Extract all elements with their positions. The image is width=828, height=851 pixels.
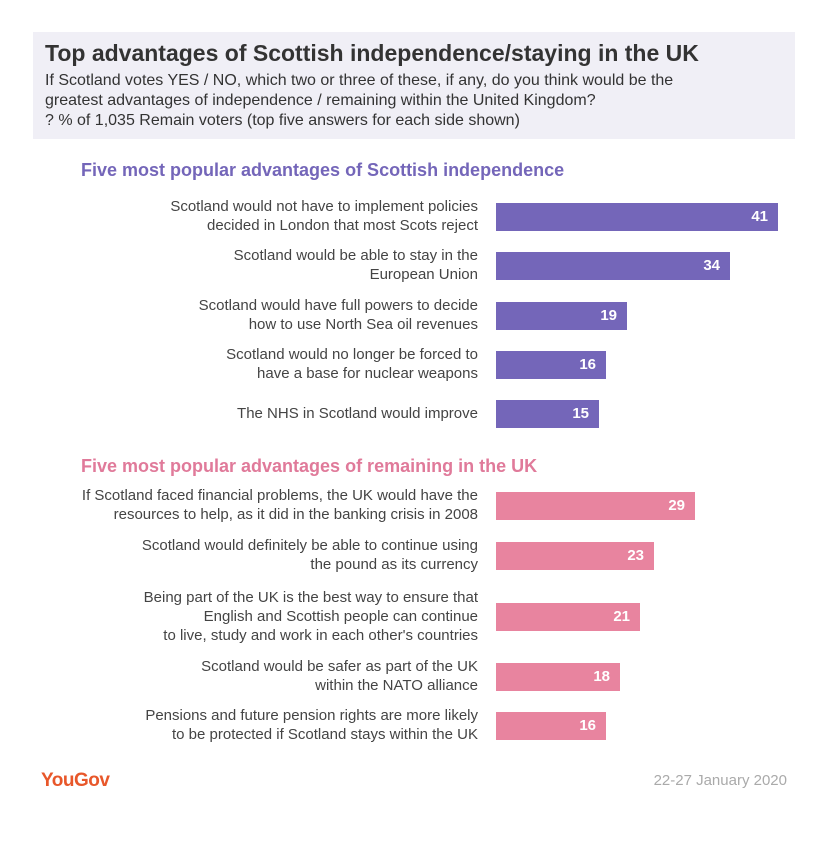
bar-label-line: Scotland would be safer as part of the U… [201, 658, 478, 675]
subtitle-line: If Scotland votes YES / NO, which two or… [45, 72, 674, 89]
bar-label-line: European Union [369, 266, 478, 283]
bar-label-line: within the NATO alliance [315, 677, 478, 694]
bar-label-line: decided in London that most Scots reject [207, 217, 478, 234]
bar: 19 [496, 302, 627, 330]
bar-label-line: Scotland would not have to implement pol… [170, 198, 478, 215]
yougov-logo: YouGov [41, 770, 110, 791]
subtitle-line: ? % of 1,035 Remain voters (top five ans… [45, 112, 520, 129]
bar-label-line: Scotland would be able to stay in the [233, 247, 478, 264]
bar-label: Scotland would have full powers to decid… [38, 296, 478, 334]
bar-label: The NHS in Scotland would improve [38, 404, 478, 423]
bar-label-line: resources to help, as it did in the bank… [113, 506, 478, 523]
bar-label: Pensions and future pension rights are m… [38, 706, 478, 744]
bar-label-line: If Scotland faced financial problems, th… [81, 487, 478, 504]
bar-value-label: 19 [600, 307, 617, 324]
bar: 16 [496, 712, 606, 740]
bar-label-line: the pound as its currency [310, 556, 478, 573]
bar-value-label: 41 [751, 208, 768, 225]
bar-label: Scotland would be safer as part of the U… [38, 657, 478, 695]
bar: 21 [496, 603, 640, 631]
bar-label-line: The NHS in Scotland would improve [237, 404, 478, 422]
bar-value-label: 23 [627, 547, 644, 564]
bar: 15 [496, 400, 599, 428]
bar-value-label: 21 [613, 608, 630, 625]
bar-label-line: Scotland would have full powers to decid… [198, 297, 478, 314]
chart-title: Top advantages of Scottish independence/… [45, 40, 699, 66]
bar-label-line: Pensions and future pension rights are m… [145, 707, 478, 724]
subtitle-line: greatest advantages of independence / re… [45, 92, 596, 109]
bar: 16 [496, 351, 606, 379]
bar-value-label: 18 [593, 668, 610, 685]
bar-value-label: 16 [579, 717, 596, 734]
remain-section-heading: Five most popular advantages of remainin… [81, 456, 538, 476]
bar-label: Scotland would no longer be forced to hav… [38, 345, 478, 383]
independence-section-heading: Five most popular advantages of Scottish… [81, 160, 565, 180]
bar-label-line: Scotland would definitely be able to con… [141, 537, 478, 554]
bar-value-label: 15 [572, 405, 589, 422]
bar-value-label: 34 [703, 257, 720, 274]
bar-label-line: have a base for nuclear weapons [257, 365, 478, 382]
bar: 18 [496, 663, 620, 691]
bar-label: Scotland would be able to stay in the Eur… [38, 246, 478, 284]
chart-header: Top advantages of Scottish independence/… [33, 32, 795, 139]
bar-label: Scotland would not have to implement pol… [38, 197, 478, 235]
bar: 41 [496, 203, 778, 231]
bar-label-line: to be protected if Scotland stays within… [172, 726, 478, 743]
bar-label-line: English and Scottish people can continue [203, 607, 478, 625]
survey-date: 22-27 January 2020 [653, 772, 787, 789]
bar: 29 [496, 492, 695, 520]
bar-label-line: how to use North Sea oil revenues [248, 316, 478, 333]
bar-label: Being part of the UK is the best way to … [38, 588, 478, 645]
bar-value-label: 16 [579, 356, 596, 373]
bar-label: Scotland would definitely be able to con… [38, 536, 478, 574]
bar-label-line: to live, study and work in each other's … [163, 626, 478, 644]
bar: 23 [496, 542, 654, 570]
bar: 34 [496, 252, 730, 280]
bar-label-line: Being part of the UK is the best way to … [143, 588, 478, 606]
bar-value-label: 29 [668, 497, 685, 514]
bar-label: If Scotland faced financial problems, th… [38, 486, 478, 524]
bar-label-line: Scotland would no longer be forced to [226, 346, 478, 363]
